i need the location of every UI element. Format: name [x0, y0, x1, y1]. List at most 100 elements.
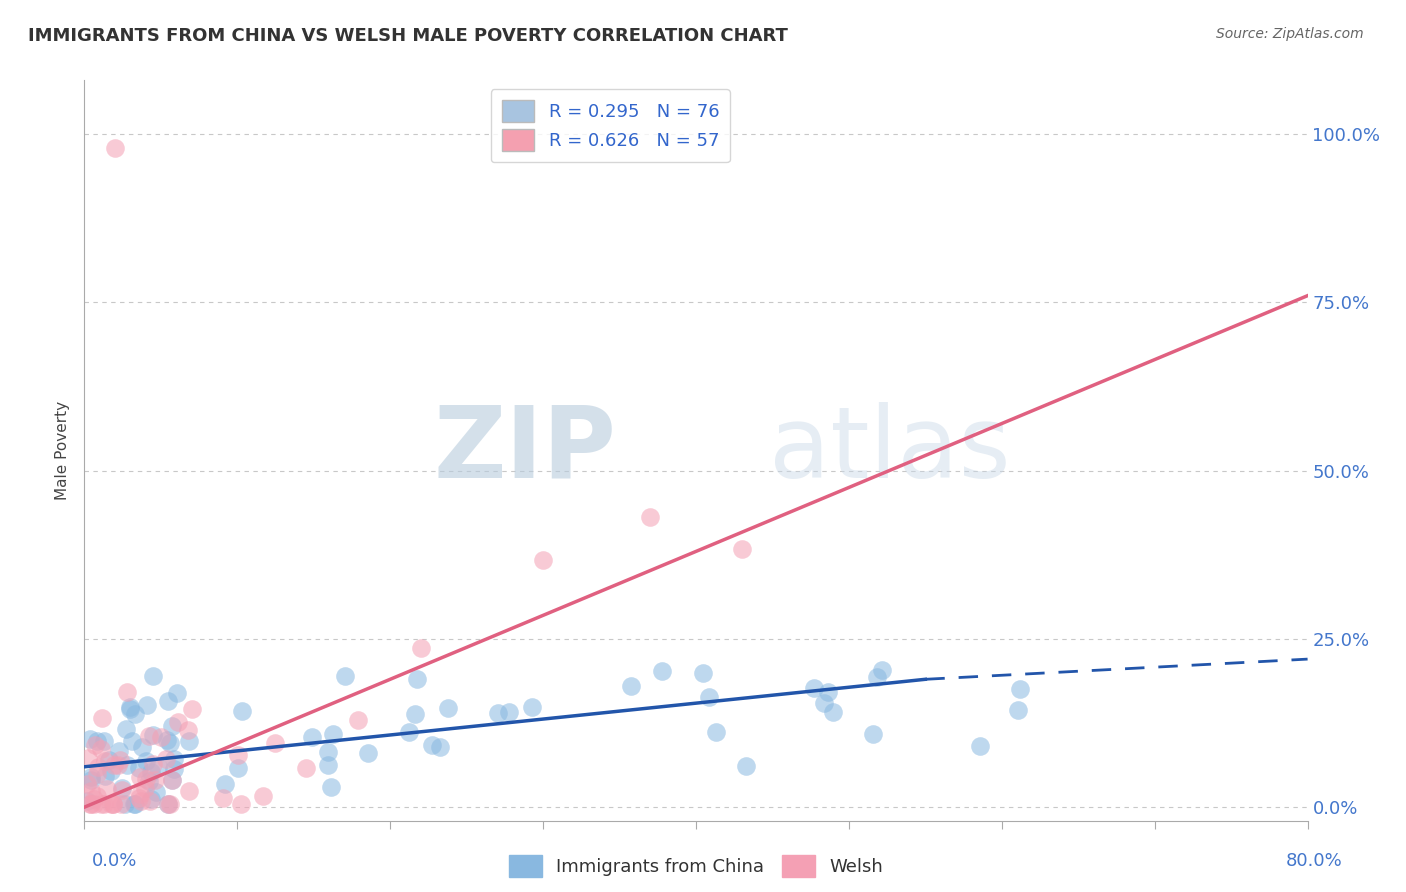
Point	[166, 685, 188, 699]
Point	[1007, 703, 1029, 717]
Point	[357, 746, 380, 760]
Point	[100, 764, 122, 779]
Point	[865, 670, 887, 684]
Point	[651, 664, 673, 678]
Text: Source: ZipAtlas.com: Source: ZipAtlas.com	[1216, 27, 1364, 41]
Point	[93, 797, 115, 811]
Point	[90, 797, 112, 811]
Point	[128, 761, 150, 775]
Point	[138, 794, 160, 808]
Point	[142, 669, 165, 683]
Point	[114, 797, 136, 811]
Point	[134, 780, 156, 795]
Point	[108, 744, 131, 758]
Point	[83, 797, 105, 811]
Point	[149, 730, 172, 744]
Point	[121, 734, 143, 748]
Point	[103, 797, 125, 811]
Text: 0.0%: 0.0%	[91, 852, 136, 870]
Point	[80, 770, 103, 784]
Point	[103, 757, 125, 772]
Point	[76, 777, 98, 791]
Point	[115, 685, 138, 699]
Point	[862, 727, 884, 741]
Point	[160, 718, 183, 732]
Point	[80, 773, 103, 788]
Point	[101, 797, 124, 811]
Point	[87, 760, 110, 774]
Point	[181, 701, 204, 715]
Text: atlas: atlas	[769, 402, 1011, 499]
Point	[90, 711, 112, 725]
Point	[295, 761, 318, 775]
Point	[177, 784, 200, 798]
Point	[322, 727, 344, 741]
Point	[263, 735, 285, 749]
Point	[229, 797, 252, 811]
Point	[406, 673, 429, 687]
Point	[124, 797, 146, 811]
Point	[84, 739, 107, 753]
Y-axis label: Male Poverty: Male Poverty	[55, 401, 70, 500]
Point	[398, 725, 420, 739]
Point	[699, 690, 721, 704]
Point	[122, 797, 145, 811]
Point	[100, 797, 122, 811]
Point	[821, 705, 844, 719]
Point	[429, 739, 451, 754]
Point	[138, 729, 160, 743]
Point	[107, 758, 129, 772]
Point	[138, 774, 160, 789]
Point	[111, 780, 134, 795]
Point	[156, 733, 179, 747]
Point	[142, 728, 165, 742]
Point	[404, 707, 426, 722]
Point	[131, 739, 153, 754]
Point	[803, 681, 825, 695]
Point	[143, 772, 166, 787]
Point	[120, 699, 142, 714]
Point	[110, 797, 132, 811]
Point	[135, 754, 157, 768]
Point	[86, 789, 108, 804]
Point	[409, 640, 432, 655]
Point	[318, 758, 340, 772]
Point	[870, 663, 893, 677]
Point	[160, 772, 183, 787]
Point	[79, 797, 101, 811]
Point	[79, 731, 101, 746]
Point	[226, 761, 249, 775]
Point	[177, 723, 200, 737]
Point	[145, 785, 167, 799]
Point	[159, 797, 181, 811]
Point	[1010, 681, 1032, 696]
Point	[90, 742, 112, 756]
Point	[135, 698, 157, 712]
Point	[115, 723, 138, 737]
Point	[486, 706, 509, 721]
Point	[252, 789, 274, 803]
Point	[142, 757, 165, 772]
Point	[128, 770, 150, 784]
Point	[735, 758, 758, 772]
Text: ZIP: ZIP	[433, 402, 616, 499]
Point	[692, 666, 714, 681]
Point	[422, 738, 444, 752]
Point	[156, 797, 179, 811]
Point	[80, 797, 103, 811]
Text: 80.0%: 80.0%	[1286, 852, 1343, 870]
Point	[731, 541, 754, 556]
Point	[520, 699, 543, 714]
Point	[498, 705, 520, 719]
Point	[156, 797, 179, 811]
Point	[163, 762, 186, 776]
Point	[93, 733, 115, 747]
Point	[159, 735, 181, 749]
Point	[98, 753, 121, 767]
Point	[135, 772, 157, 787]
Point	[104, 140, 127, 154]
Point	[179, 734, 201, 748]
Point	[111, 783, 134, 797]
Point	[76, 794, 98, 808]
Point	[969, 739, 991, 753]
